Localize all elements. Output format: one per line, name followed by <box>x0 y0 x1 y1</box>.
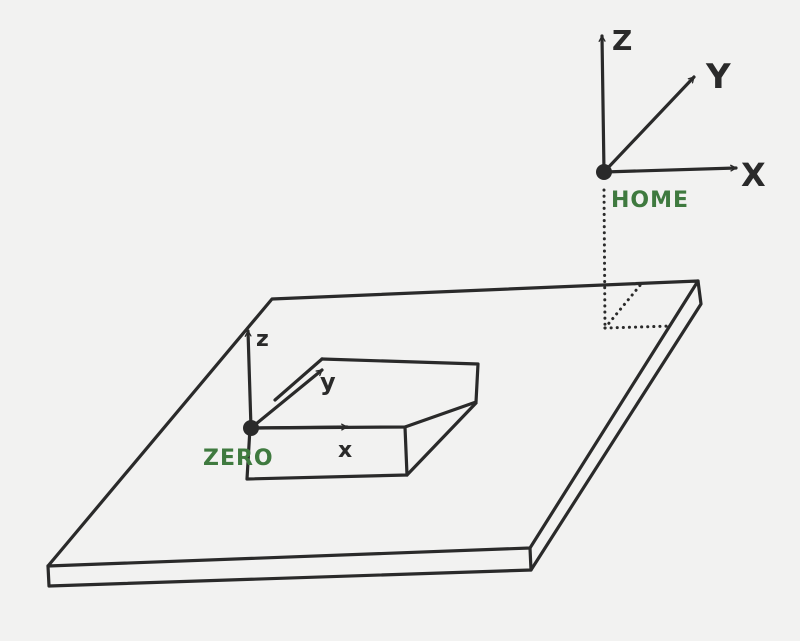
block-right-face <box>405 401 478 477</box>
zero-label: ZERO <box>203 446 274 471</box>
zero-y-axis <box>249 368 324 430</box>
projection-base-line <box>603 324 674 330</box>
block-top-back-edge <box>273 357 324 402</box>
zero-y-label: y <box>320 368 336 396</box>
block-front-face <box>245 425 409 481</box>
home-point <box>596 164 612 180</box>
home-y-axis <box>602 75 696 174</box>
home-z-axis <box>602 34 606 174</box>
zero-x-axis <box>249 427 349 428</box>
home-z-label: Z <box>612 24 632 57</box>
zero-frame: z y x ZERO <box>203 327 352 471</box>
plate-top-face <box>46 279 700 568</box>
projection-diagonal <box>603 281 644 330</box>
workpiece-block <box>245 357 480 481</box>
plate-front-edge <box>46 546 533 588</box>
zero-z-label: z <box>256 327 269 352</box>
plate-right-edge <box>529 279 703 572</box>
home-y-label: Y <box>705 57 731 97</box>
home-projection <box>602 188 674 330</box>
home-x-label: X <box>741 156 766 194</box>
home-x-axis <box>602 168 738 174</box>
zero-x-label: x <box>338 438 352 463</box>
base-plate <box>46 279 703 588</box>
zero-point <box>243 420 259 436</box>
projection-vertical <box>602 188 607 330</box>
home-label: HOME <box>611 188 689 213</box>
zero-z-axis <box>248 329 253 430</box>
home-frame: Z Y X HOME <box>596 24 766 213</box>
